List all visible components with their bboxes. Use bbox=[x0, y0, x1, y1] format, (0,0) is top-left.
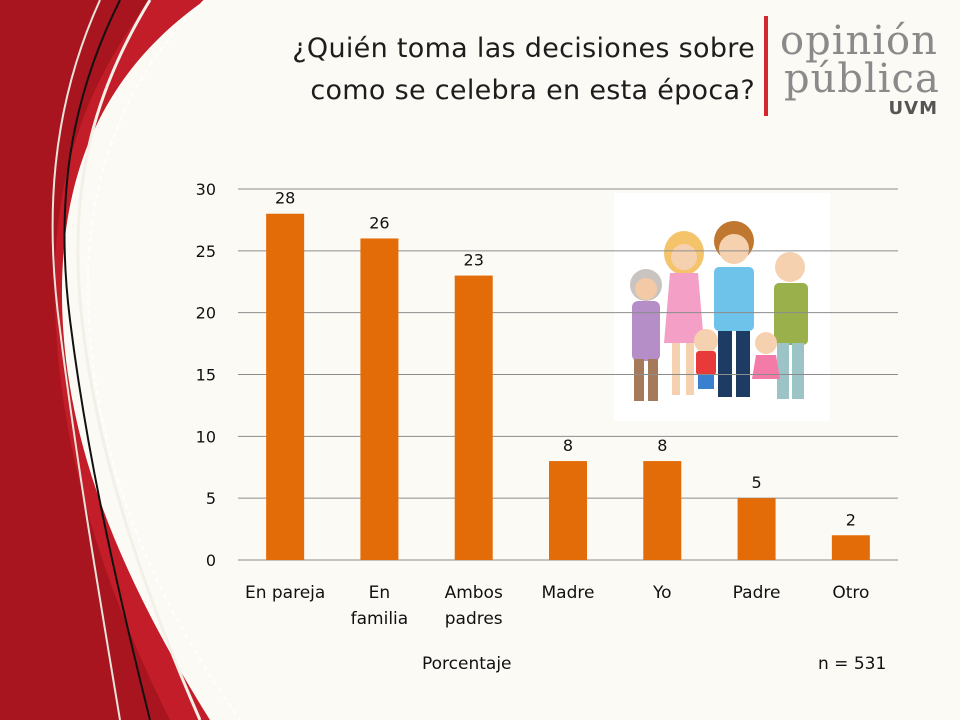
bar bbox=[831, 535, 870, 560]
data-labels: 28 26 23 8 8 5 2 bbox=[275, 189, 856, 530]
title-line-1: ¿Quién toma las decisiones sobre bbox=[292, 33, 755, 64]
brand-line-3: UVM bbox=[888, 98, 938, 119]
x-tick-label: Yo bbox=[652, 583, 672, 603]
x-tick-label: Otro bbox=[832, 583, 869, 603]
family-illustration-icon bbox=[614, 193, 830, 421]
x-tick-label: Ambos bbox=[445, 583, 503, 603]
gridlines bbox=[238, 188, 898, 561]
brand-line-1: opinión bbox=[780, 18, 938, 64]
x-tick-label: Padre bbox=[733, 583, 781, 603]
father-figure bbox=[714, 221, 754, 397]
y-axis-ticks: 0 5 10 15 20 25 30 bbox=[196, 180, 216, 570]
bar bbox=[266, 213, 305, 560]
bar bbox=[454, 275, 493, 560]
data-label: 5 bbox=[751, 473, 761, 492]
bars bbox=[266, 213, 870, 560]
data-label: 23 bbox=[464, 251, 484, 270]
data-label: 2 bbox=[846, 510, 856, 529]
data-label: 8 bbox=[563, 436, 573, 455]
data-label: 8 bbox=[657, 436, 667, 455]
grandmother-figure bbox=[630, 269, 662, 401]
y-tick-label: 20 bbox=[196, 304, 216, 323]
x-tick-label: familia bbox=[351, 609, 409, 629]
girl-figure bbox=[752, 332, 780, 379]
brand-divider bbox=[764, 16, 768, 116]
bar bbox=[643, 461, 682, 560]
y-tick-label: 15 bbox=[196, 366, 216, 385]
x-tick-label: Madre bbox=[542, 583, 595, 603]
x-axis-ticks: En pareja En familia Ambos padres Madre Yo Padr… bbox=[245, 583, 869, 629]
bar bbox=[360, 238, 399, 560]
y-tick-label: 5 bbox=[206, 489, 216, 508]
x-tick-label: En bbox=[369, 583, 391, 603]
brand-logo: opinión pública UVM bbox=[780, 18, 950, 119]
brand-line-2: pública bbox=[784, 56, 940, 102]
mother-figure bbox=[664, 231, 704, 395]
data-label: 26 bbox=[369, 213, 389, 232]
x-axis-title: Porcentaje bbox=[422, 654, 512, 674]
x-tick-label: En pareja bbox=[245, 583, 325, 603]
y-tick-label: 10 bbox=[196, 427, 216, 446]
bar bbox=[549, 461, 587, 560]
bar bbox=[737, 498, 776, 560]
x-tick-label: padres bbox=[445, 609, 503, 629]
title-line-2: como se celebra en esta época? bbox=[310, 75, 755, 106]
boy-figure bbox=[694, 329, 718, 389]
y-tick-label: 25 bbox=[196, 242, 216, 261]
data-label: 28 bbox=[275, 189, 295, 208]
grandfather-figure bbox=[774, 252, 808, 399]
sample-size-label: n = 531 bbox=[818, 654, 887, 674]
y-tick-label: 0 bbox=[206, 551, 216, 570]
y-tick-label: 30 bbox=[196, 180, 216, 199]
page-title: ¿Quién toma las decisiones sobre como se… bbox=[292, 28, 755, 112]
